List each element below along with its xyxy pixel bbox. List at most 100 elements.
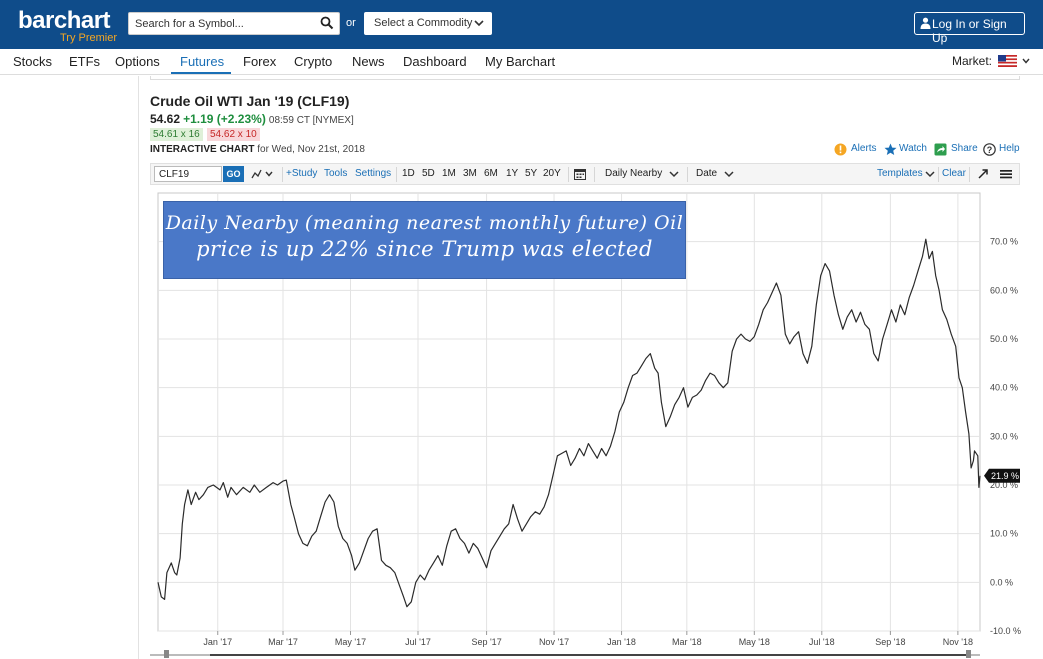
go-button[interactable]: GO <box>223 166 244 182</box>
settings-button[interactable]: Settings <box>355 168 392 179</box>
last-price: 54.62 <box>150 112 181 126</box>
period-1d[interactable]: 1D <box>402 168 415 179</box>
quote-title: Crude Oil WTI Jan '19 (CLF19) <box>150 93 350 109</box>
annotation-line-1: Daily Nearby (meaning nearest monthly fu… <box>165 212 684 234</box>
annotation-line-2: price is up 22% since Trump was elected <box>196 237 653 261</box>
period-1m[interactable]: 1M <box>442 168 456 179</box>
chevron-down-icon <box>724 171 734 178</box>
login-button[interactable]: Log In or Sign Up <box>914 12 1025 45</box>
period-20y[interactable]: 20Y <box>543 168 561 179</box>
period-5y[interactable]: 5Y <box>525 168 538 179</box>
us-flag-icon[interactable] <box>998 55 1017 67</box>
svg-text:?: ? <box>987 145 993 155</box>
add-study-button[interactable]: +Study <box>286 168 318 179</box>
x-tick-label: Jul '17 <box>405 637 431 647</box>
logo-text: barchart <box>18 7 111 34</box>
market-chevron-icon[interactable] <box>1022 58 1030 64</box>
period-5d[interactable]: 5D <box>422 168 435 179</box>
market-label: Market: <box>952 54 993 68</box>
y-tick-label: 40.0 % <box>990 383 1018 393</box>
y-tick-label: 20.0 % <box>990 480 1018 490</box>
nav-my-barchart[interactable]: My Barchart <box>485 54 556 69</box>
aggregation-select[interactable]: Daily Nearby <box>605 168 663 179</box>
x-tick-label: Sep '17 <box>471 637 501 647</box>
x-tick-label: Sep '18 <box>875 637 905 647</box>
x-tick-label: Nov '17 <box>539 637 569 647</box>
y-tick-label: 70.0 % <box>990 237 1018 247</box>
share-icon[interactable] <box>934 143 947 156</box>
search-icon[interactable] <box>320 16 334 30</box>
alerts-link[interactable]: Alerts <box>851 143 877 154</box>
toolbar-divider <box>969 167 970 182</box>
toolbar-divider <box>687 167 688 182</box>
user-icon <box>920 17 931 29</box>
tools-button[interactable]: Tools <box>324 168 348 179</box>
date-select[interactable]: Date <box>696 168 718 179</box>
x-tick-label: May '17 <box>335 637 366 647</box>
nav-stocks[interactable]: Stocks <box>13 54 53 69</box>
annotation-box: Daily Nearby (meaning nearest monthly fu… <box>163 201 686 279</box>
period-3m[interactable]: 3M <box>463 168 477 179</box>
top-header: barchart Try Premier or Select a Commodi… <box>0 0 1043 49</box>
nav-etfs[interactable]: ETFs <box>69 54 101 69</box>
symbol-search-input[interactable] <box>129 13 315 34</box>
chart-symbol-input[interactable] <box>154 166 222 182</box>
last-value-tag <box>984 468 1020 483</box>
help-icon[interactable]: ? <box>983 143 996 156</box>
alert-icon[interactable] <box>834 143 847 156</box>
y-tick-label: 30.0 % <box>990 431 1018 441</box>
commodity-select[interactable]: Select a Commodity <box>364 12 492 35</box>
x-tick-label: Nov '18 <box>943 637 973 647</box>
watch-link[interactable]: Watch <box>899 143 927 154</box>
left-gutter-divider <box>138 76 139 659</box>
y-tick-label: -10.0 % <box>990 626 1021 636</box>
templates-button[interactable]: Templates <box>877 168 923 179</box>
x-tick-label: Jan '18 <box>607 637 636 647</box>
menu-icon[interactable] <box>1000 168 1012 180</box>
nav-futures[interactable]: Futures <box>180 54 225 69</box>
chevron-down-icon <box>925 171 935 178</box>
y-tick-label: 10.0 % <box>990 529 1018 539</box>
toolbar-divider <box>282 167 283 182</box>
quote-price-row: 54.62 +1.19 (+2.23%) 08:59 CT [NYMEX] <box>150 112 354 126</box>
star-icon[interactable] <box>884 143 897 156</box>
nav-options[interactable]: Options <box>115 54 160 69</box>
toolbar-divider <box>396 167 397 182</box>
price-change: +1.19 (+2.23%) <box>183 112 266 126</box>
x-tick-label: Jan '17 <box>203 637 232 647</box>
try-premier-link[interactable]: Try Premier <box>60 32 118 44</box>
chart-type-icon[interactable] <box>251 168 275 180</box>
navigator-handle-right <box>966 650 971 658</box>
quote-time: 08:59 CT [NYMEX] <box>268 115 354 126</box>
x-tick-label: Jul '18 <box>809 637 835 647</box>
share-link[interactable]: Share <box>951 143 978 154</box>
y-tick-label: 0.0 % <box>990 577 1013 587</box>
nav-dashboard[interactable]: Dashboard <box>403 54 467 69</box>
nav-crypto[interactable]: Crypto <box>294 54 333 69</box>
main-nav: Stocks ETFs Options Futures Forex Crypto… <box>0 49 1043 75</box>
help-link[interactable]: Help <box>999 143 1020 154</box>
bid-badge: 54.61 x 16 <box>150 128 203 141</box>
price-series-line <box>157 238 981 608</box>
period-6m[interactable]: 6M <box>484 168 498 179</box>
last-value-label: 21.9 % <box>991 471 1019 481</box>
symbol-search[interactable] <box>128 12 340 35</box>
calendar-icon[interactable] <box>574 168 586 180</box>
barchart-logo[interactable]: barchart Try Premier <box>18 7 118 45</box>
x-tick-label: Mar '18 <box>672 637 702 647</box>
y-tick-label: 50.0 % <box>990 334 1018 344</box>
nav-news[interactable]: News <box>352 54 385 69</box>
expand-icon[interactable] <box>977 168 989 180</box>
nav-active-underline <box>171 72 231 74</box>
y-tick-label: 60.0 % <box>990 285 1018 295</box>
nav-forex[interactable]: Forex <box>243 54 277 69</box>
chart-toolbar: GO +Study Tools Settings 1D 5D 1M 3M 6M … <box>150 163 1020 185</box>
interactive-chart-date: for Wed, Nov 21st, 2018 <box>257 144 365 155</box>
period-1y[interactable]: 1Y <box>506 168 519 179</box>
navigator-handle-left <box>164 650 169 658</box>
login-label: Log In or Sign Up <box>932 17 1007 45</box>
clear-button[interactable]: Clear <box>942 168 966 179</box>
x-tick-label: May '18 <box>739 637 770 647</box>
toolbar-divider <box>938 167 939 182</box>
toolbar-divider <box>594 167 595 182</box>
